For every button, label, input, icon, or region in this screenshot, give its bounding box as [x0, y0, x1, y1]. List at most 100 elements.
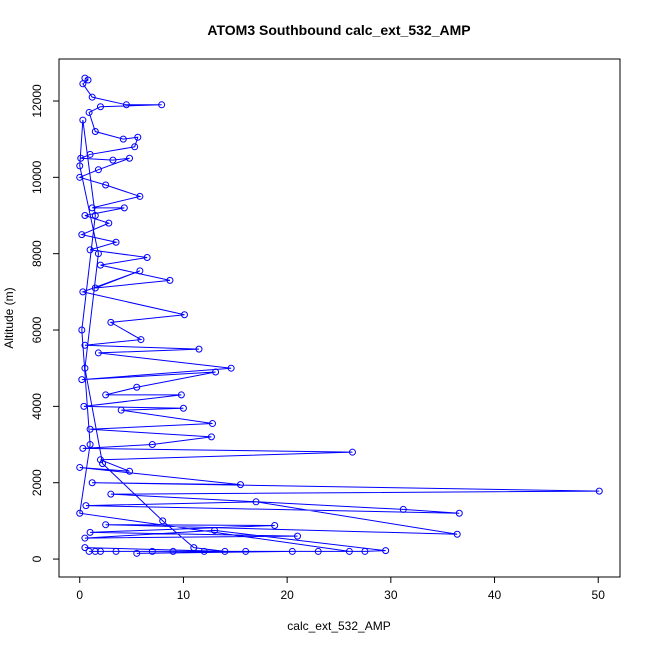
- y-axis-label: Altitude (m): [2, 287, 16, 348]
- point: [133, 549, 141, 557]
- point: [122, 101, 130, 109]
- point: [78, 231, 86, 239]
- point: [94, 166, 102, 174]
- x-tick-label: 40: [488, 588, 502, 602]
- point: [221, 547, 229, 555]
- point: [126, 467, 134, 475]
- point: [91, 547, 99, 555]
- point: [399, 505, 407, 513]
- point: [81, 212, 89, 220]
- point: [207, 433, 215, 441]
- point: [595, 487, 603, 495]
- point: [314, 547, 322, 555]
- point: [86, 528, 94, 536]
- point: [158, 101, 166, 109]
- y-tick-label: 4000: [30, 393, 44, 420]
- chart-title: ATOM3 Southbound calc_ext_532_AMP: [207, 22, 470, 38]
- point: [94, 349, 102, 357]
- point: [78, 326, 86, 334]
- point: [195, 345, 203, 353]
- x-tick-label: 0: [76, 588, 83, 602]
- point: [455, 509, 463, 517]
- point: [200, 547, 208, 555]
- point: [76, 509, 84, 517]
- point: [91, 128, 99, 136]
- point: [242, 547, 250, 555]
- point: [348, 448, 356, 456]
- point: [179, 404, 187, 412]
- point: [102, 181, 110, 189]
- point: [79, 444, 87, 452]
- point: [81, 364, 89, 372]
- point: [107, 490, 115, 498]
- point: [96, 103, 104, 111]
- point: [212, 368, 220, 376]
- point: [137, 336, 145, 344]
- point: [382, 547, 390, 555]
- point: [91, 284, 99, 292]
- point: [177, 391, 185, 399]
- point: [86, 425, 94, 433]
- point: [288, 547, 296, 555]
- point: [453, 530, 461, 538]
- series-line: [78, 77, 600, 554]
- point: [78, 376, 86, 384]
- point: [94, 250, 102, 258]
- point: [76, 162, 84, 170]
- point: [86, 150, 94, 158]
- point: [102, 521, 110, 529]
- point: [85, 108, 93, 116]
- point: [76, 173, 84, 181]
- point: [79, 80, 87, 88]
- point: [102, 391, 110, 399]
- point: [82, 502, 90, 510]
- point: [166, 276, 174, 284]
- y-tick-label: 10000: [30, 160, 44, 194]
- point: [180, 311, 188, 319]
- point: [79, 116, 87, 124]
- point: [271, 521, 279, 529]
- point: [227, 364, 235, 372]
- point: [148, 441, 156, 449]
- point: [88, 93, 96, 101]
- point: [112, 238, 120, 246]
- plot-frame: [58, 58, 621, 578]
- point: [236, 481, 244, 489]
- point: [88, 479, 96, 487]
- point: [79, 288, 87, 296]
- x-axis-label: calc_ext_532_AMP: [287, 619, 390, 633]
- point: [120, 204, 128, 212]
- y-tick-label: 6000: [30, 316, 44, 343]
- point: [96, 547, 104, 555]
- point: [169, 547, 177, 555]
- point: [133, 383, 141, 391]
- point: [91, 212, 99, 220]
- point: [107, 318, 115, 326]
- point: [81, 341, 89, 349]
- point: [81, 534, 89, 542]
- point: [252, 498, 260, 506]
- point: [208, 420, 216, 428]
- point: [109, 156, 117, 164]
- point: [80, 402, 88, 410]
- point: [88, 204, 96, 212]
- x-tick-label: 50: [592, 588, 606, 602]
- y-tick-label: 0: [30, 555, 44, 562]
- point: [211, 526, 219, 534]
- point: [126, 154, 134, 162]
- point: [136, 192, 144, 200]
- point: [86, 246, 94, 254]
- point: [117, 406, 125, 414]
- point: [96, 456, 104, 464]
- point: [112, 547, 120, 555]
- point: [136, 267, 144, 275]
- point: [131, 143, 139, 151]
- y-tick-label: 2000: [30, 469, 44, 496]
- point: [119, 135, 127, 143]
- y-tick-label: 8000: [30, 240, 44, 267]
- point: [84, 76, 92, 84]
- point: [361, 547, 369, 555]
- point: [148, 547, 156, 555]
- point: [134, 133, 142, 141]
- point: [76, 463, 84, 471]
